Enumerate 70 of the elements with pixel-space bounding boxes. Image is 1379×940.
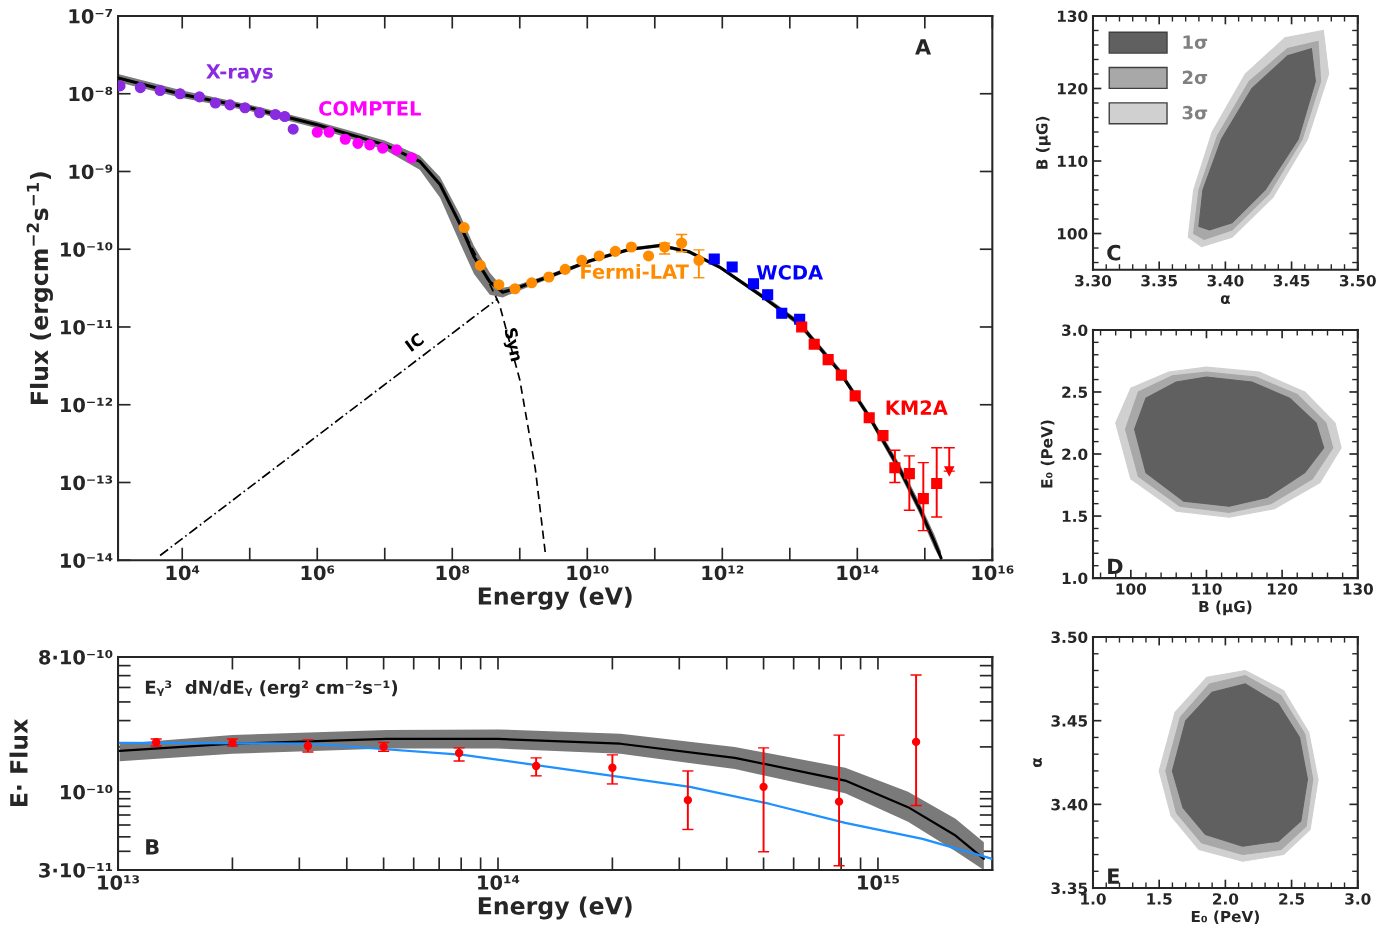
series-label: COMPTEL [319, 101, 421, 116]
y-tick-label: 10⁻¹² [61, 397, 113, 413]
y-tick-label: 10⁻¹³ [61, 475, 113, 491]
x-tick-label: 10¹⁰ [567, 565, 609, 581]
x-axis-title: Energy (eV) [478, 586, 632, 610]
y-axis-title: Flux (ergcm$^{−2}$s$^{−1}$) [26, 172, 53, 404]
y-tick-label: 3.0 [1062, 324, 1088, 336]
x-tick-label: 3.30 [1075, 274, 1112, 287]
y-tick-label: 3.50 [1051, 631, 1088, 644]
annotation: C [1107, 244, 1121, 261]
x-tick-label: 3.40 [1207, 274, 1244, 287]
x-tick-label: 120 [1267, 583, 1298, 595]
y-tick-label: 110 [1057, 155, 1088, 168]
y-axis-title: B (μG) [1035, 116, 1051, 169]
legend-label: 2σ [1182, 70, 1208, 85]
x-tick-label: 2.0 [1213, 893, 1239, 905]
y-tick-label: 8·10⁻¹⁰ [39, 649, 113, 665]
y-tick-label: 130 [1057, 10, 1088, 22]
x-tick-label: 10¹⁶ [972, 565, 1014, 581]
x-tick-label: 2.5 [1279, 893, 1305, 905]
series-label: X-rays [206, 64, 273, 83]
x-tick-label: 10¹² [702, 565, 744, 581]
text: Syn [500, 327, 524, 363]
x-tick-label: 3.45 [1273, 274, 1310, 287]
y-tick-label: 10⁻¹⁰ [61, 242, 113, 257]
annotation: Eᵧ³ dN/dEᵧ (erg² cm⁻²s⁻¹) [145, 680, 398, 698]
annotation: B [146, 839, 159, 855]
x-tick-label: 130 [1343, 583, 1373, 595]
x-axis-title: B (μG) [1199, 600, 1252, 616]
series-label: KM2A [886, 400, 948, 415]
x-tick-label: 1.5 [1147, 893, 1172, 905]
x-tick-label: 10¹⁴ [478, 875, 520, 890]
legend-label: 3σ [1182, 105, 1208, 120]
x-tick-label: 3.0 [1345, 893, 1371, 905]
text: IC [404, 332, 425, 352]
y-tick-label: 10⁻¹⁴ [61, 553, 113, 568]
annotation: D [1108, 558, 1123, 574]
x-tick-label: 10¹⁵ [858, 875, 899, 890]
x-tick-label: 10⁸ [436, 565, 470, 581]
x-axis-title: E₀ (PeV) [1191, 910, 1259, 925]
y-tick-label: 3.40 [1051, 798, 1088, 811]
y-tick-label: 10⁻¹⁰ [61, 784, 113, 800]
annotation: E [1108, 868, 1119, 884]
x-tick-label: 100 [1116, 583, 1147, 595]
y-tick-label: 10⁻⁹ [69, 164, 113, 180]
y-tick-label: 100 [1057, 227, 1088, 240]
y-axis-title: E₀ (PeV) [1040, 420, 1055, 488]
y-tick-label: 10⁻⁷ [69, 8, 113, 24]
x-tick-label: 3.35 [1141, 274, 1177, 287]
y-axis-title: E· Flux [9, 719, 28, 807]
x-tick-label: 1.0 [1081, 893, 1106, 905]
x-axis-title: Energy (eV) [478, 896, 632, 920]
y-tick-label: 2.0 [1062, 448, 1088, 461]
x-tick-label: 10⁶ [301, 565, 335, 581]
y-tick-label: 10⁻¹¹ [61, 319, 113, 335]
x-axis-title: α [1220, 295, 1230, 304]
x-tick-label: 3.50 [1339, 274, 1376, 287]
x-tick-label: 10⁴ [166, 565, 200, 581]
y-tick-label: 1.5 [1062, 510, 1088, 523]
series-label: Fermi-LAT [581, 263, 689, 279]
y-tick-label: 10⁻⁸ [69, 86, 113, 102]
y-tick-label: 2.5 [1062, 386, 1088, 398]
y-tick-label: 3.45 [1051, 715, 1088, 727]
x-tick-label: 110 [1192, 583, 1222, 595]
y-tick-label: 120 [1057, 82, 1088, 95]
series-label: WCDA [756, 264, 823, 280]
y-axis-title: α [1033, 757, 1042, 768]
legend-label: 1σ [1183, 35, 1208, 49]
x-tick-label: 10¹⁴ [837, 565, 879, 581]
annotation: A [915, 39, 932, 55]
